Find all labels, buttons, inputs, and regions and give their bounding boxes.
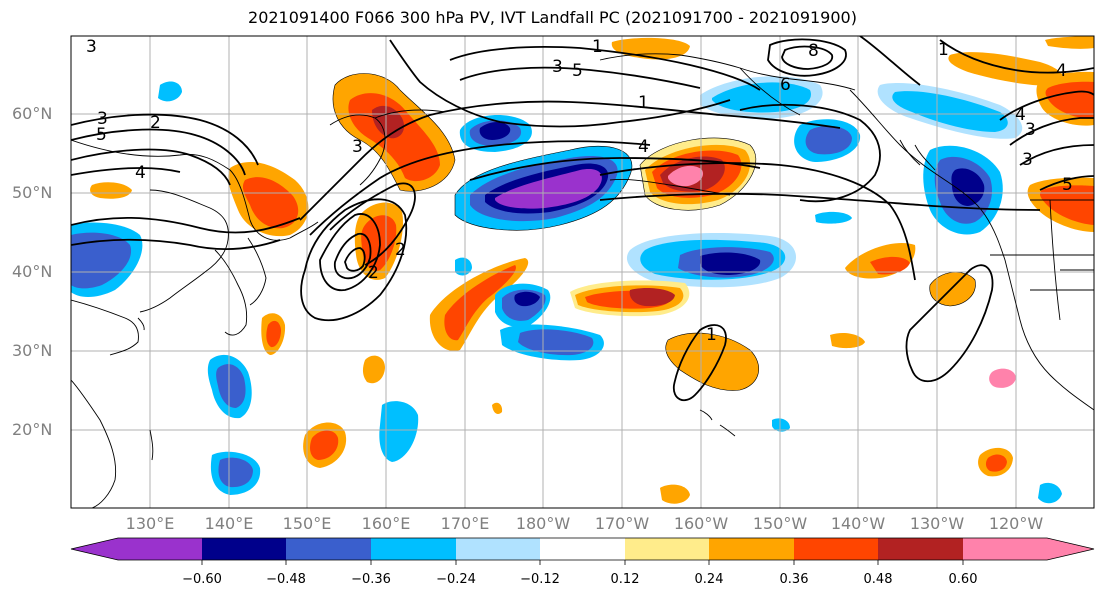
- pv-contours: [71, 36, 1094, 402]
- lon-label: 170°E: [440, 514, 490, 533]
- colorbar-segment: [878, 538, 963, 560]
- colorbar-tick-label: −0.12: [520, 572, 560, 587]
- contour-labels: 3 5 2 4 1 3 5 8 6 1 4 2 1 3 4 5 3 3 2 1 …: [86, 37, 1073, 345]
- contour-label: 5: [1062, 175, 1073, 195]
- contour-label: 2: [395, 240, 406, 260]
- contour-label: 1: [938, 40, 949, 60]
- contour-label: 4: [135, 163, 146, 183]
- contour-label: 3: [552, 57, 563, 77]
- lon-label: 150°W: [752, 514, 808, 533]
- colorbar-tick-label: −0.60: [182, 572, 222, 587]
- colorbar-tick-label: −0.48: [266, 572, 306, 587]
- contour-label: 5: [96, 125, 107, 145]
- contour-label: 1: [638, 93, 649, 113]
- contour-label: 1: [592, 37, 603, 57]
- lat-label: 50°N: [12, 183, 53, 202]
- contour-label: 4: [1056, 61, 1067, 81]
- colorbar-segment: [118, 538, 202, 560]
- lon-label: 130°E: [125, 514, 175, 533]
- lon-label: 130°W: [909, 514, 965, 533]
- colorbar-tick-label: −0.36: [351, 572, 391, 587]
- colorbar-segment: [371, 538, 456, 560]
- lon-label: 180°W: [515, 514, 571, 533]
- colorbar-segment: [625, 538, 709, 560]
- colorbar-segment: [963, 538, 1047, 560]
- contour-label: 1: [706, 325, 717, 345]
- colorbar-segment: [202, 538, 286, 560]
- colorbar-segment: [540, 538, 625, 560]
- lon-label: 170°W: [594, 514, 650, 533]
- colorbar-segment: [709, 538, 794, 560]
- lon-label: 140°E: [204, 514, 254, 533]
- colorbar-segment: [286, 538, 371, 560]
- contour-label: 4: [1015, 105, 1026, 125]
- lat-label: 20°N: [12, 420, 53, 439]
- contour-label: 3: [97, 109, 108, 129]
- lat-label: 60°N: [12, 104, 53, 123]
- lat-label: 30°N: [12, 341, 53, 360]
- contour-label: 4: [638, 137, 649, 157]
- coastlines: [71, 53, 1094, 508]
- lon-label: 140°W: [830, 514, 886, 533]
- lon-label: 160°E: [361, 514, 411, 533]
- colorbar: [70, 537, 1095, 565]
- colorbar-tick-label: 0.36: [779, 572, 809, 587]
- map-frame: [70, 35, 1095, 509]
- colorbar-extend-high: [1047, 538, 1094, 560]
- contour-label: 5: [572, 61, 583, 81]
- colorbar-tick-label: −0.24: [436, 572, 476, 587]
- contour-label: 8: [808, 41, 819, 61]
- contour-label: 3: [86, 37, 97, 57]
- lon-label: 120°W: [988, 514, 1044, 533]
- colorbar-outline: [70, 537, 1095, 561]
- contour-label: 3: [1022, 150, 1033, 170]
- colorbar-segment: [794, 538, 878, 560]
- contour-label: 6: [780, 75, 791, 95]
- map-title: 2021091400 F066 300 hPa PV, IVT Landfall…: [248, 8, 857, 27]
- graticule: [71, 36, 1094, 508]
- contour-label: 3: [352, 137, 363, 157]
- colorbar-tick-label: 0.24: [694, 572, 724, 587]
- lon-label: 160°W: [673, 514, 729, 533]
- lon-label: 150°E: [282, 514, 332, 533]
- contour-label: 2: [150, 113, 161, 133]
- anomaly-fills: [71, 36, 1094, 504]
- lat-label: 40°N: [12, 262, 53, 281]
- colorbar-tick-label: 0.12: [610, 572, 640, 587]
- colorbar-extend-low: [71, 538, 118, 560]
- contour-label: 2: [368, 263, 379, 283]
- colorbar-segment: [456, 538, 540, 560]
- colorbar-tick-label: 0.48: [863, 572, 893, 587]
- contour-label: 3: [1025, 120, 1036, 140]
- colorbar-tick-label: 0.60: [948, 572, 978, 587]
